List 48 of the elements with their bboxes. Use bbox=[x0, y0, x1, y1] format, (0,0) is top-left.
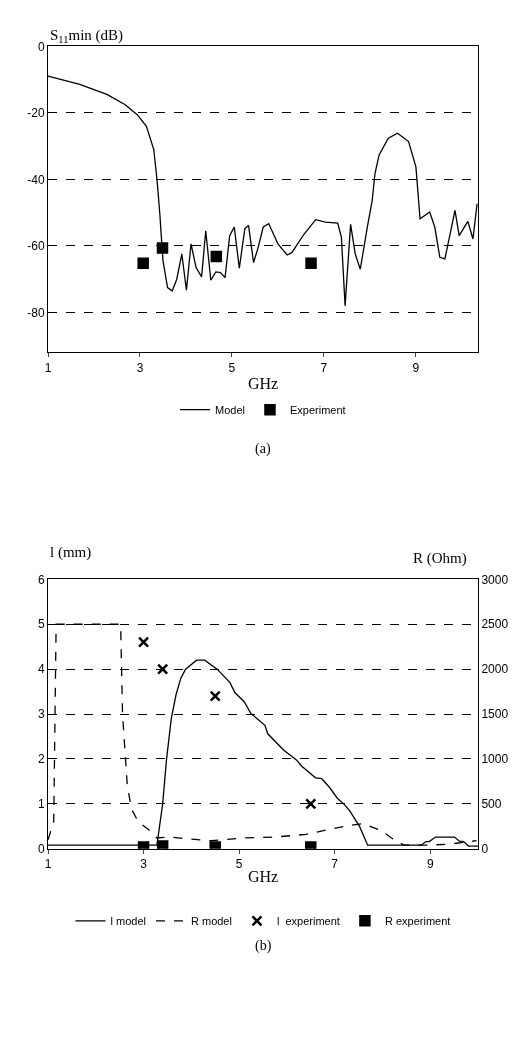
point bbox=[305, 798, 317, 810]
y2-tick-label: 1000 bbox=[481, 752, 509, 767]
x-tick-label: 3 bbox=[140, 857, 148, 872]
y-axis-title: l (mm) bbox=[50, 544, 92, 561]
y2-tick-label: 0 bbox=[481, 841, 489, 856]
y-tick-label: -80 bbox=[27, 305, 45, 320]
text: (b) bbox=[255, 938, 272, 954]
y-tick-label: 3 bbox=[37, 707, 45, 722]
text: (a) bbox=[255, 441, 271, 457]
y-tick-label: -40 bbox=[27, 172, 45, 187]
y-tick-label: 0 bbox=[37, 39, 45, 54]
y2-tick-label: 2000 bbox=[481, 662, 509, 677]
x-tick-label: 5 bbox=[228, 360, 236, 375]
x-tick-label: 5 bbox=[235, 857, 243, 872]
x-tick-label: 7 bbox=[331, 857, 339, 872]
y-tick-label: 1 bbox=[37, 797, 45, 812]
y-tick-label: 0 bbox=[37, 841, 45, 856]
x-tick-label: 3 bbox=[136, 360, 144, 375]
point bbox=[156, 242, 169, 254]
point bbox=[209, 690, 221, 702]
point bbox=[210, 250, 223, 263]
point bbox=[156, 663, 169, 675]
y2-tick-label: 3000 bbox=[481, 572, 509, 587]
y-axis-title: S$_{11}$min (dB) bbox=[50, 27, 124, 46]
y2-tick-label: 2500 bbox=[481, 617, 509, 632]
y2-tick-label: 500 bbox=[481, 797, 502, 812]
y-tick-label: 2 bbox=[37, 752, 45, 767]
x-axis-title: GHz bbox=[248, 375, 279, 392]
point bbox=[137, 257, 149, 270]
point bbox=[305, 257, 317, 270]
legend-label: R experiment bbox=[384, 915, 451, 928]
y-tick-label: 5 bbox=[37, 617, 45, 632]
y-tick-label: -60 bbox=[27, 239, 45, 254]
y-tick-label: 6 bbox=[37, 572, 45, 587]
legend-label: R model bbox=[190, 915, 232, 928]
point bbox=[137, 636, 150, 648]
legend-label: Model bbox=[215, 403, 245, 416]
x-tick-label: 9 bbox=[412, 360, 420, 375]
x-tick-label: 7 bbox=[320, 360, 328, 375]
y2-tick-label: 1500 bbox=[481, 707, 509, 722]
legend-label: Experiment bbox=[289, 403, 346, 416]
x-axis-title: GHz bbox=[248, 868, 279, 885]
legend-label: l model bbox=[110, 915, 146, 928]
y-tick-label: -20 bbox=[27, 106, 45, 121]
legend-label: l experiment bbox=[276, 915, 340, 928]
y2-axis-title: R (Ohm) bbox=[413, 550, 467, 567]
y-tick-label: 4 bbox=[37, 662, 45, 677]
x-tick-label: 9 bbox=[426, 857, 434, 872]
